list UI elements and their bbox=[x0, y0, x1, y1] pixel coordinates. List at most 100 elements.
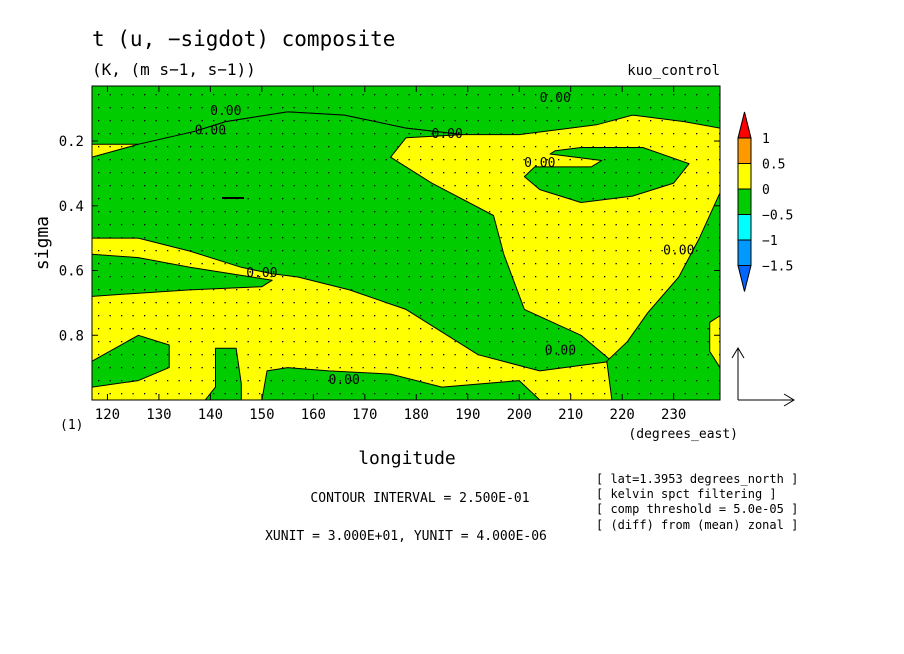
vector-arrow bbox=[362, 393, 364, 395]
vector-arrow bbox=[569, 237, 571, 239]
vector-arrow bbox=[178, 276, 180, 278]
vector-arrow bbox=[592, 94, 594, 96]
vector-arrow bbox=[500, 276, 502, 278]
vector-arrow bbox=[535, 198, 537, 200]
vector-arrow bbox=[592, 302, 594, 304]
vector-arrow bbox=[98, 94, 100, 96]
vector-arrow bbox=[696, 263, 698, 265]
vector-arrow bbox=[351, 172, 353, 174]
vector-arrow bbox=[270, 328, 272, 330]
vector-arrow bbox=[627, 315, 629, 317]
vector-arrow bbox=[546, 120, 548, 122]
reference-vector-horizontal-head bbox=[783, 393, 795, 407]
vector-arrow bbox=[477, 328, 479, 330]
vector-arrow bbox=[201, 146, 203, 148]
vector-arrow bbox=[638, 198, 640, 200]
vector-arrow bbox=[443, 133, 445, 135]
vector-arrow bbox=[144, 315, 146, 317]
vector-arrow bbox=[374, 367, 376, 369]
vector-arrow bbox=[316, 380, 318, 382]
vector-arrow bbox=[420, 185, 422, 187]
vector-arrow bbox=[569, 159, 571, 161]
vector-arrow bbox=[259, 211, 261, 213]
vector-arrow bbox=[489, 94, 491, 96]
vector-arrow bbox=[707, 276, 709, 278]
vector-arrow bbox=[270, 107, 272, 109]
vector-arrow bbox=[707, 159, 709, 161]
vector-arrow bbox=[615, 211, 617, 213]
vector-arrow bbox=[397, 237, 399, 239]
contour-labels: 0.00 0.00 0.00 0.00 0.00 0.00 0.00 0.00 0.00 bbox=[195, 91, 695, 388]
vector-arrow bbox=[190, 159, 192, 161]
vector-arrow bbox=[397, 341, 399, 343]
vector-arrow bbox=[569, 276, 571, 278]
vector-arrow bbox=[328, 393, 330, 395]
vector-arrow bbox=[155, 198, 157, 200]
vector-arrow bbox=[167, 94, 169, 96]
vector-arrow bbox=[339, 354, 341, 356]
vector-arrow bbox=[696, 133, 698, 135]
vector-arrow bbox=[696, 354, 698, 356]
vector-arrow bbox=[305, 289, 307, 291]
vector-arrow bbox=[259, 120, 261, 122]
vector-arrow bbox=[247, 146, 249, 148]
negative-region-7 bbox=[204, 347, 242, 400]
vector-arrow bbox=[224, 315, 226, 317]
vector-arrow bbox=[155, 107, 157, 109]
vector-arrow bbox=[397, 276, 399, 278]
vector-arrow bbox=[592, 146, 594, 148]
vector-arrow bbox=[604, 185, 606, 187]
vector-arrow bbox=[374, 107, 376, 109]
reference-vector bbox=[731, 347, 795, 407]
vector-arrow bbox=[489, 276, 491, 278]
vector-arrow bbox=[592, 367, 594, 369]
vector-arrow bbox=[178, 263, 180, 265]
vector-arrow bbox=[650, 224, 652, 226]
vector-arrow bbox=[339, 159, 341, 161]
vector-arrow bbox=[523, 289, 525, 291]
vector-arrow bbox=[236, 159, 238, 161]
vector-arrow bbox=[558, 146, 560, 148]
vector-arrow bbox=[489, 289, 491, 291]
vector-arrow bbox=[512, 133, 514, 135]
contour-label-8: 0.00 bbox=[663, 243, 694, 258]
vector-arrow bbox=[155, 133, 157, 135]
vector-arrow bbox=[523, 354, 525, 356]
vector-arrow bbox=[339, 341, 341, 343]
vector-arrow bbox=[351, 250, 353, 252]
vector-arrow bbox=[121, 289, 123, 291]
vector-arrow bbox=[558, 393, 560, 395]
vector-arrow bbox=[259, 172, 261, 174]
vector-arrow bbox=[592, 315, 594, 317]
x-tick-label: 120 bbox=[95, 407, 120, 423]
vector-arrow bbox=[661, 224, 663, 226]
vector-arrow bbox=[592, 133, 594, 135]
vector-arrow bbox=[627, 276, 629, 278]
vector-arrow bbox=[558, 263, 560, 265]
vector-arrow bbox=[167, 172, 169, 174]
vector-arrow bbox=[523, 276, 525, 278]
x-tick-label: 200 bbox=[507, 407, 532, 423]
vector-arrow bbox=[236, 172, 238, 174]
vector-arrow bbox=[638, 354, 640, 356]
vector-arrow bbox=[627, 198, 629, 200]
vector-arrow bbox=[707, 302, 709, 304]
vector-arrow bbox=[443, 224, 445, 226]
vector-arrow bbox=[707, 146, 709, 148]
vector-arrow bbox=[581, 393, 583, 395]
vector-arrow bbox=[236, 146, 238, 148]
vector-arrow bbox=[328, 263, 330, 265]
vector-arrow bbox=[155, 289, 157, 291]
vector-arrow bbox=[684, 146, 686, 148]
vector-arrow bbox=[247, 380, 249, 382]
vector-arrow bbox=[167, 198, 169, 200]
vector-arrow bbox=[339, 289, 341, 291]
colorbar-segment bbox=[737, 163, 752, 190]
vector-arrow bbox=[615, 276, 617, 278]
vector-arrow bbox=[328, 328, 330, 330]
vector-arrow bbox=[109, 367, 111, 369]
vector-arrow bbox=[270, 289, 272, 291]
vector-arrow bbox=[420, 263, 422, 265]
vector-arrow bbox=[98, 211, 100, 213]
vector-arrow bbox=[224, 380, 226, 382]
